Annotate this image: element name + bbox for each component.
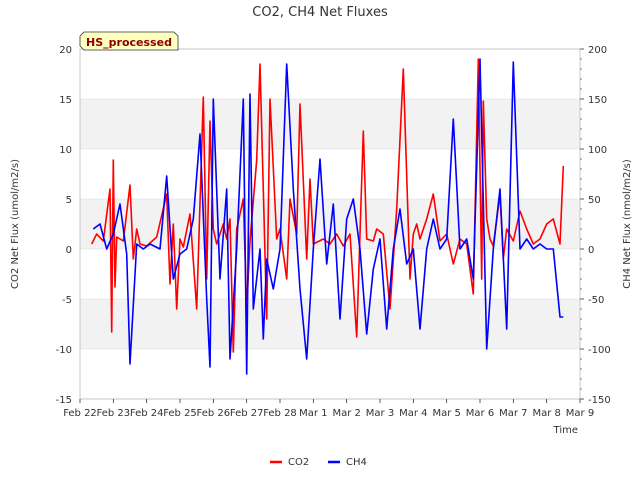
x-axis-label: Time (553, 425, 578, 436)
y-tick-right: -50 (588, 295, 604, 306)
x-tick-label: Mar 5 (432, 408, 460, 419)
x-tick-label: Feb 23 (97, 408, 131, 419)
x-tick-label: Feb 27 (230, 408, 264, 419)
x-tick-label: Mar 1 (299, 408, 327, 419)
y-tick-right: -100 (588, 345, 611, 356)
x-axis: Feb 22 Feb 23 Feb 24 Feb 25 Feb 26 Feb 27 Feb … (63, 399, 594, 419)
y-tick-left: -10 (56, 345, 72, 356)
y-tick-right: 200 (588, 45, 607, 56)
legend: CO2 CH4 (270, 457, 367, 468)
chart-title: CO2, CH4 Net Fluxes (252, 5, 388, 20)
y-tick-right: -150 (588, 395, 611, 406)
x-tick-label: Feb 26 (197, 408, 231, 419)
y-axis-label-left: CO2 Net Flux (umol/m2/s) (10, 159, 21, 289)
y-axis-right: -150 -100 -50 0 50 100 150 200 (580, 45, 611, 406)
background-band (80, 299, 580, 349)
background-band (80, 149, 580, 199)
x-tick-label: Mar 6 (466, 408, 494, 419)
x-tick-label: Mar 3 (366, 408, 394, 419)
y-tick-left: -15 (56, 395, 72, 406)
y-axis-label-right: CH4 Net Flux (nmol/m2/s) (622, 159, 633, 289)
y-tick-left: 0 (66, 245, 72, 256)
x-tick-label: Mar 7 (499, 408, 527, 419)
series-line-ch4 (92, 58, 564, 375)
background-band (80, 249, 580, 299)
y-tick-left: -5 (62, 295, 72, 306)
y-tick-left: 5 (66, 195, 72, 206)
x-tick-label: Feb 22 (63, 408, 97, 419)
background-band (80, 349, 580, 399)
badge-shape (79, 31, 179, 51)
x-tick-label: Feb 24 (130, 408, 164, 419)
background-band (80, 49, 580, 99)
legend-label-co2: CO2 (288, 457, 309, 468)
x-tick-label: Feb 25 (163, 408, 197, 419)
x-tick-label: Mar 4 (399, 408, 427, 419)
plot-background (80, 49, 580, 399)
y-tick-right: 150 (588, 95, 607, 106)
y-tick-right: 0 (588, 245, 594, 256)
x-tick-label: Mar 8 (532, 408, 560, 419)
x-tick-label: Mar 2 (332, 408, 360, 419)
badge-label: HS_processed (86, 36, 172, 49)
background-band (80, 99, 580, 149)
processing-badge: HS_processed (79, 31, 179, 51)
legend-label-ch4: CH4 (346, 457, 367, 468)
x-tick-label: Mar 9 (566, 408, 594, 419)
y-tick-right: 50 (588, 195, 601, 206)
series-layer (90, 58, 565, 375)
plot-frame (79, 48, 581, 400)
y-tick-left: 20 (59, 45, 72, 56)
y-tick-left: 10 (59, 145, 72, 156)
y-axis-left: -15 -10 -5 0 5 10 15 20 (56, 45, 72, 406)
x-tick-label: Feb 28 (263, 408, 297, 419)
y-tick-left: 15 (59, 95, 72, 106)
y-tick-right: 100 (588, 145, 607, 156)
